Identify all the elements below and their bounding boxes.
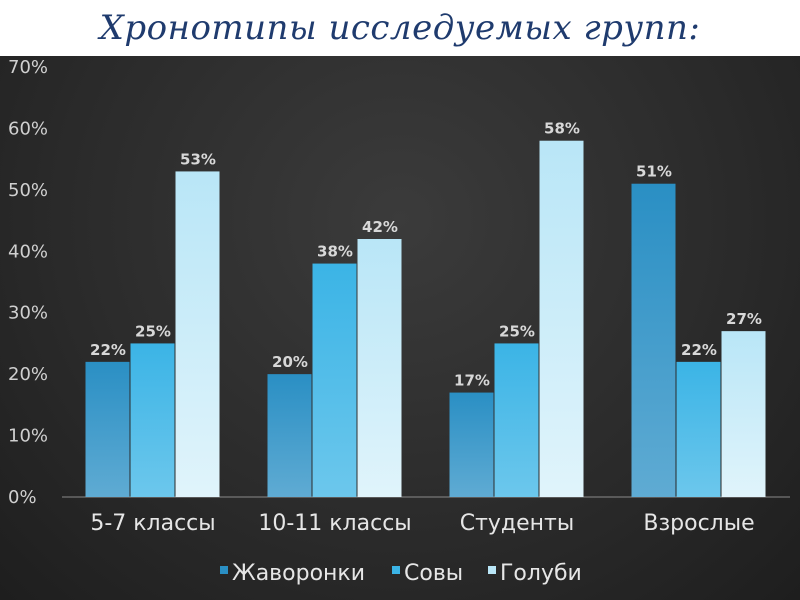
y-tick-label: 10% xyxy=(8,426,48,447)
y-tick-label: 60% xyxy=(8,118,48,139)
data-label: 22% xyxy=(90,341,126,359)
category-label: 5-7 классы xyxy=(90,511,215,536)
y-tick-label: 70% xyxy=(8,57,48,78)
data-label: 51% xyxy=(636,163,672,181)
bar-3-4 xyxy=(721,331,766,497)
legend-swatch xyxy=(220,566,228,574)
bar-3-3 xyxy=(539,140,584,497)
bar-3-2 xyxy=(357,239,402,497)
bar-1-4 xyxy=(631,183,676,497)
legend-swatch xyxy=(392,566,400,574)
legend-label: Жаворонки xyxy=(232,561,365,586)
bar-2-2 xyxy=(312,263,357,497)
data-label: 38% xyxy=(317,243,353,261)
data-label: 17% xyxy=(454,372,490,390)
category-labels-layer: 5-7 классы 10-11 классы Студенты Взрослые xyxy=(90,511,754,536)
y-tick-label: 40% xyxy=(8,241,48,262)
bar-2-4 xyxy=(676,361,721,497)
category-label: 10-11 классы xyxy=(258,511,411,536)
data-label: 20% xyxy=(272,353,308,371)
data-labels-layer: 22% 25% 53% 20% 38% 42% 17% 25% 58% 51% 22% 27% xyxy=(90,120,762,390)
y-tick-label: 0% xyxy=(8,487,37,508)
legend-label: Совы xyxy=(404,561,463,586)
y-tick-label: 50% xyxy=(8,180,48,201)
bar-3-1 xyxy=(175,171,220,497)
legend-label: Голуби xyxy=(500,561,582,586)
data-label: 53% xyxy=(180,150,216,168)
data-label: 58% xyxy=(544,120,580,138)
data-label: 22% xyxy=(681,341,717,359)
legend-swatch xyxy=(488,566,496,574)
data-label: 42% xyxy=(362,218,398,236)
bar-1-3 xyxy=(449,392,494,497)
y-tick-label: 20% xyxy=(8,364,48,385)
data-label: 27% xyxy=(726,310,762,328)
bar-2-1 xyxy=(130,343,175,497)
bar-2-3 xyxy=(494,343,539,497)
legend: Жаворонки Совы Голуби xyxy=(220,561,582,586)
y-tick-label: 30% xyxy=(8,303,48,324)
bar-1-1 xyxy=(85,361,130,497)
data-label: 25% xyxy=(135,322,171,340)
data-label: 25% xyxy=(499,322,535,340)
bars-layer xyxy=(85,140,766,497)
slide-title: Хронотипы исследуемых групп: xyxy=(99,8,701,48)
bar-1-2 xyxy=(267,374,312,497)
category-label: Взрослые xyxy=(643,511,754,536)
category-label: Студенты xyxy=(460,511,575,536)
